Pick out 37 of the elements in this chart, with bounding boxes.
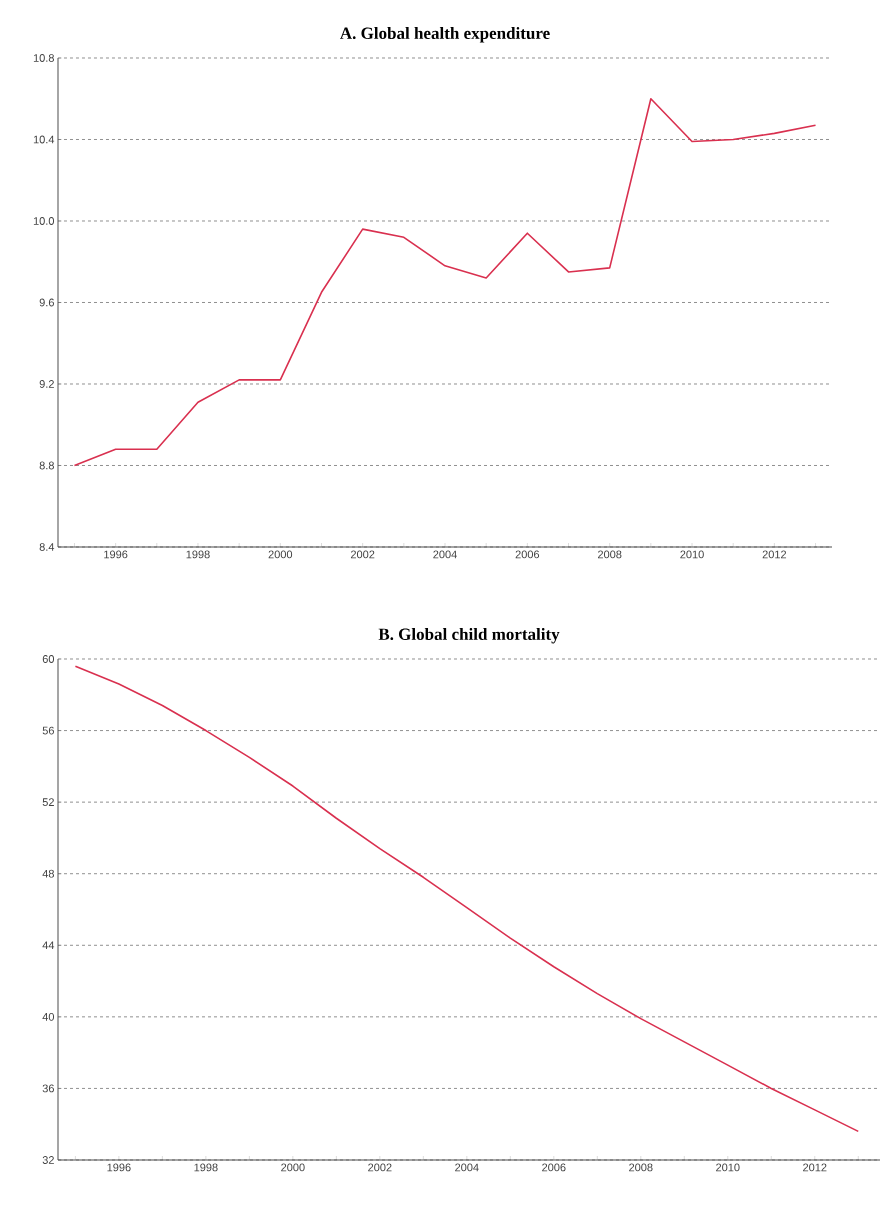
chart-title: B. Global child mortality bbox=[378, 628, 560, 644]
x-tick-label: 2000 bbox=[268, 550, 293, 559]
x-tick-label: 1996 bbox=[107, 1163, 131, 1172]
y-tick-label: 9.6 bbox=[39, 298, 54, 307]
y-tick-label: 8.8 bbox=[39, 461, 54, 470]
x-tick-label: 2006 bbox=[542, 1163, 566, 1172]
x-tick-label: 2008 bbox=[629, 1163, 653, 1172]
y-tick-label: 10.8 bbox=[33, 54, 54, 62]
y-tick-label: 60 bbox=[42, 655, 55, 663]
y-tick-label: 36 bbox=[42, 1084, 54, 1093]
x-tick-label: 2012 bbox=[762, 550, 787, 559]
x-tick-label: 2004 bbox=[455, 1163, 479, 1172]
y-tick-label: 10.4 bbox=[33, 135, 55, 144]
x-tick-label: 2000 bbox=[281, 1163, 305, 1172]
y-tick-label: 48 bbox=[42, 869, 54, 878]
y-tick-label: 10.0 bbox=[33, 217, 55, 225]
x-tick-label: 2004 bbox=[433, 550, 457, 559]
x-tick-label: 2010 bbox=[680, 550, 704, 559]
chart-title: A. Global health expenditure bbox=[340, 27, 550, 43]
x-tick-label: 1998 bbox=[194, 1163, 218, 1172]
y-tick-label: 56 bbox=[42, 726, 54, 735]
x-tick-label: 1998 bbox=[186, 550, 210, 559]
x-tick-label: 2006 bbox=[515, 550, 540, 559]
y-tick-label: 8.4 bbox=[39, 543, 55, 551]
line-series bbox=[73, 97, 817, 467]
y-tick-label: 9.2 bbox=[39, 380, 54, 388]
y-tick-label: 40 bbox=[42, 1012, 55, 1021]
x-tick-label: 2012 bbox=[803, 1163, 827, 1172]
x-tick-label: 2002 bbox=[368, 1163, 392, 1172]
x-tick-label: 1996 bbox=[104, 550, 128, 559]
x-tick-label: 2010 bbox=[716, 1163, 740, 1172]
line-series bbox=[74, 665, 860, 1133]
y-tick-label: 32 bbox=[42, 1156, 54, 1164]
x-tick-label: 2002 bbox=[350, 550, 375, 559]
y-tick-label: 52 bbox=[42, 798, 54, 807]
x-tick-label: 2008 bbox=[598, 550, 622, 559]
y-tick-label: 44 bbox=[42, 941, 55, 950]
